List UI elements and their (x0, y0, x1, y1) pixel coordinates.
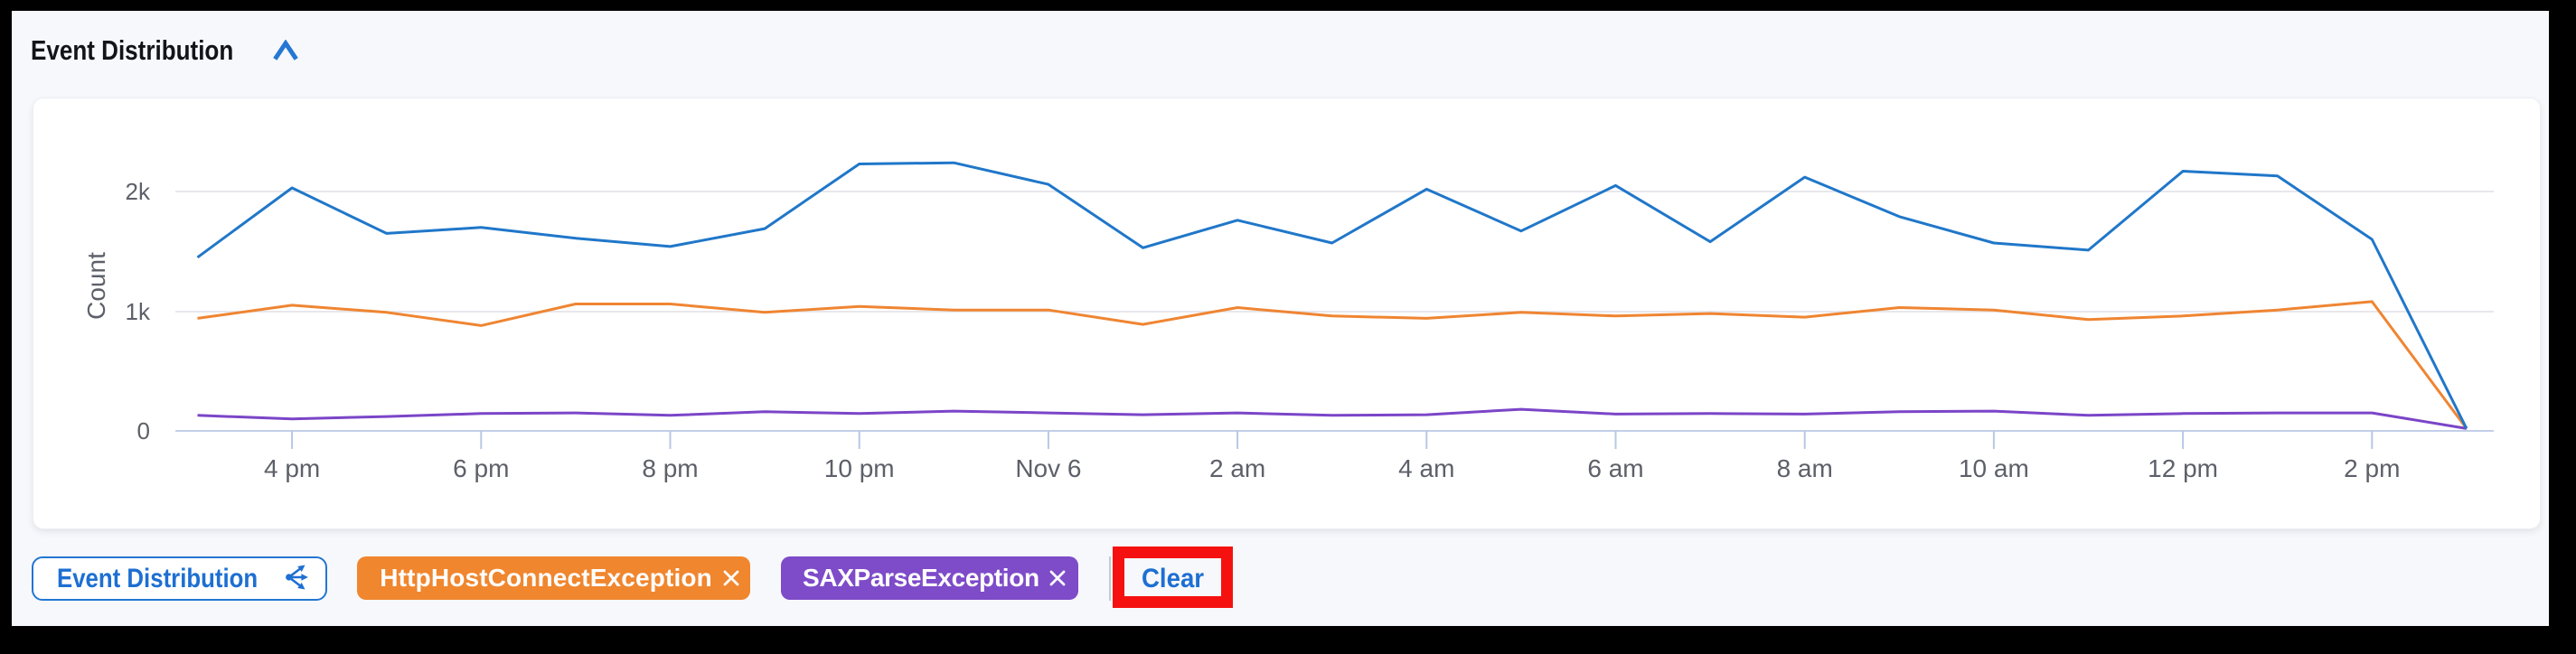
svg-text:6 pm: 6 pm (453, 454, 509, 482)
svg-text:8 am: 8 am (1777, 454, 1833, 482)
svg-text:2 pm: 2 pm (2344, 454, 2400, 482)
svg-text:10 pm: 10 pm (824, 454, 895, 482)
svg-text:4 am: 4 am (1398, 454, 1454, 482)
svg-text:4 pm: 4 pm (264, 454, 320, 482)
svg-text:6 am: 6 am (1587, 454, 1643, 482)
svg-text:10 am: 10 am (1959, 454, 2029, 482)
svg-text:Nov 6: Nov 6 (1015, 454, 1081, 482)
svg-text:2 am: 2 am (1209, 454, 1265, 482)
svg-text:12 pm: 12 pm (2148, 454, 2218, 482)
svg-text:0: 0 (137, 417, 150, 444)
svg-text:1k: 1k (126, 298, 151, 325)
svg-text:Count: Count (82, 252, 110, 320)
svg-text:2k: 2k (126, 178, 151, 205)
svg-text:8 pm: 8 pm (642, 454, 698, 482)
